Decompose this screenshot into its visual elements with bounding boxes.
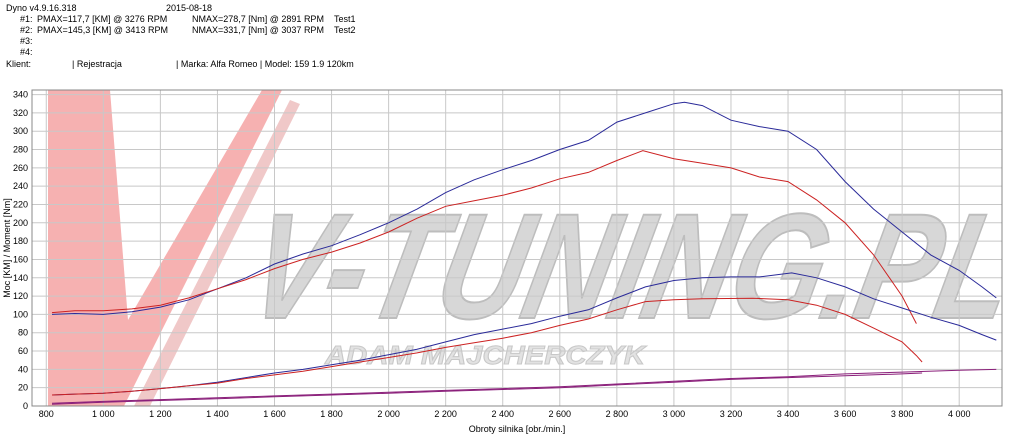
y-tick-label: 0 bbox=[23, 401, 28, 411]
y-tick-label: 320 bbox=[13, 108, 28, 118]
y-tick-label: 60 bbox=[18, 346, 28, 356]
run-1-pmax: PMAX=117,7 [KM] @ 3276 RPM bbox=[37, 14, 168, 24]
series-line-test1-torque bbox=[51, 150, 917, 324]
y-tick-label: 220 bbox=[13, 199, 28, 209]
run-1-id: #1: bbox=[20, 14, 33, 24]
run-2-name: Test2 bbox=[334, 25, 356, 35]
x-tick-label: 1 800 bbox=[320, 409, 343, 419]
y-tick-label: 240 bbox=[13, 181, 28, 191]
series-line-test1-loss bbox=[51, 372, 923, 405]
axes bbox=[31, 89, 1003, 407]
tick-labels: 800 1 000 1 200 1 400 1 600 1 800 2 000 2 200 2 … bbox=[13, 90, 971, 419]
run-2-id: #2: bbox=[20, 25, 33, 35]
x-tick-label: 3 600 bbox=[834, 409, 857, 419]
run-2-pmax: PMAX=145,3 [KM] @ 3413 RPM bbox=[37, 25, 168, 35]
y-tick-label: 20 bbox=[18, 383, 28, 393]
x-tick-label: 4 000 bbox=[948, 409, 971, 419]
x-tick-label: 3 000 bbox=[663, 409, 686, 419]
run-3-id: #3: bbox=[20, 36, 33, 46]
test-date: 2015-08-18 bbox=[166, 3, 213, 13]
y-tick-label: 120 bbox=[13, 291, 28, 301]
x-tick-label: 2 600 bbox=[549, 409, 572, 419]
x-tick-label: 3 200 bbox=[720, 409, 743, 419]
watermark-sub-text: ADAM MAJCHERCZYK bbox=[324, 340, 648, 370]
x-tick-label: 1 000 bbox=[92, 409, 115, 419]
series-line-test1-power bbox=[51, 297, 923, 396]
run-1-name: Test1 bbox=[334, 14, 356, 24]
app-version: Dyno v4.9.16.318 bbox=[6, 3, 77, 13]
run-1-nmax: NMAX=278,7 [Nm] @ 2891 RPM bbox=[192, 14, 324, 24]
y-tick-label: 140 bbox=[13, 273, 28, 283]
x-tick-label: 1 600 bbox=[263, 409, 286, 419]
watermark-v-shape bbox=[48, 90, 282, 406]
plot-frame bbox=[31, 89, 1003, 407]
x-tick-label: 2 200 bbox=[434, 409, 457, 419]
y-tick-label: 300 bbox=[13, 126, 28, 136]
y-tick-label: 200 bbox=[13, 218, 28, 228]
y-tick-label: 260 bbox=[13, 163, 28, 173]
client-label: Klient: bbox=[6, 59, 32, 69]
registration-label: | Rejestracja bbox=[72, 59, 122, 69]
watermark-main-text: V-TUNING.PL bbox=[235, 184, 1024, 351]
x-tick-label: 2 000 bbox=[377, 409, 400, 419]
vehicle-model-label: | Marka: Alfa Romeo | Model: 159 1.9 120… bbox=[176, 59, 354, 69]
y-tick-label: 180 bbox=[13, 236, 28, 246]
y-tick-label: 340 bbox=[13, 90, 28, 100]
y-tick-label: 100 bbox=[13, 309, 28, 319]
x-tick-label: 1 200 bbox=[149, 409, 172, 419]
run-2-nmax: NMAX=331,7 [Nm] @ 3037 RPM bbox=[192, 25, 324, 35]
x-tick-label: 800 bbox=[39, 409, 54, 419]
y-tick-label: 160 bbox=[13, 254, 28, 264]
x-tick-label: 2 800 bbox=[606, 409, 629, 419]
x-tick-label: 1 400 bbox=[206, 409, 229, 419]
series-line-test2-loss bbox=[51, 368, 997, 404]
run-4-id: #4: bbox=[20, 47, 33, 57]
x-axis-label: Obroty silnika [obr./min.] bbox=[469, 424, 566, 434]
y-axis-label: Moc [KM] / Moment [Nm] bbox=[2, 198, 12, 298]
x-tick-label: 3 400 bbox=[777, 409, 800, 419]
y-tick-label: 280 bbox=[13, 145, 28, 155]
y-tick-label: 40 bbox=[18, 364, 28, 374]
series-lines bbox=[51, 101, 997, 405]
y-tick-label: 80 bbox=[18, 328, 28, 338]
x-tick-label: 2 400 bbox=[491, 409, 514, 419]
watermark: V-TUNING.PL ADAM MAJCHERCZYK bbox=[48, 90, 1024, 406]
x-tick-label: 3 800 bbox=[891, 409, 914, 419]
series-line-test2-power bbox=[51, 272, 997, 396]
